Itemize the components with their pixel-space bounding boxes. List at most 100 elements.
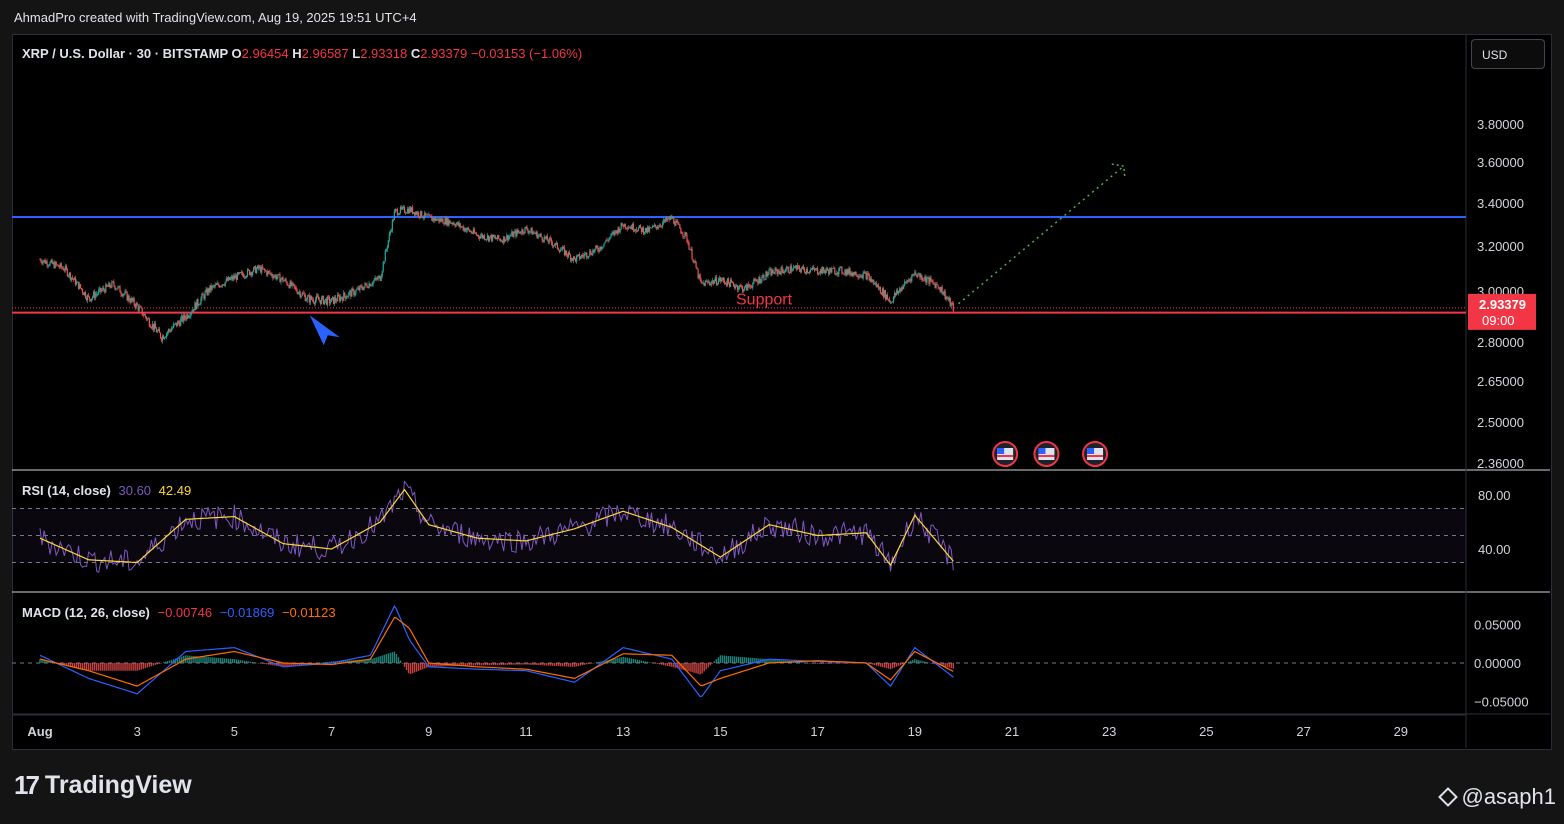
macd-histogram-bar bbox=[829, 663, 831, 664]
candle-body bbox=[679, 224, 681, 229]
chart-canvas[interactable]: Support 3.800003.600003.400003.200003.00… bbox=[12, 34, 1550, 748]
candle-body bbox=[698, 274, 700, 278]
macd-histogram-bar bbox=[936, 663, 938, 665]
candle-body bbox=[260, 266, 262, 273]
candle-body bbox=[561, 247, 564, 250]
candle-body bbox=[580, 257, 582, 259]
candle-body bbox=[221, 284, 223, 287]
candle-body bbox=[189, 316, 191, 318]
candle-body bbox=[219, 286, 221, 288]
macd-histogram-bar bbox=[748, 657, 750, 663]
candle-body bbox=[193, 309, 195, 311]
candle-body bbox=[731, 282, 734, 283]
symbol-label: XRP / U.S. Dollar · 30 · BITSTAMP bbox=[22, 46, 228, 61]
macd-histogram-bar bbox=[326, 661, 329, 663]
candle-body bbox=[934, 283, 936, 288]
macd-histogram-bar bbox=[264, 663, 266, 664]
macd-histogram-bar bbox=[573, 663, 576, 667]
candle-body bbox=[881, 288, 883, 295]
rsi-legend: RSI (14, close) 30.60 42.49 bbox=[22, 483, 191, 498]
tradingview-logo[interactable]: 17 TradingView bbox=[14, 770, 192, 801]
macd-histogram-bar bbox=[428, 663, 430, 667]
candle-body bbox=[363, 286, 365, 290]
candle-body bbox=[557, 248, 559, 251]
candle-body bbox=[182, 315, 184, 322]
candle-body bbox=[880, 292, 882, 295]
candle-body bbox=[943, 291, 945, 295]
macd-histogram-bar bbox=[567, 663, 570, 667]
macd-histogram-bar bbox=[280, 663, 282, 667]
macd-histogram-bar bbox=[430, 663, 432, 667]
macd-histogram-bar bbox=[126, 663, 128, 671]
candle-body bbox=[382, 262, 384, 272]
macd-histogram-bar bbox=[294, 663, 296, 666]
macd-histogram-bar bbox=[102, 663, 104, 671]
macd-histogram-bar bbox=[118, 663, 120, 671]
macd-histogram-bar bbox=[245, 661, 248, 663]
candle-body bbox=[399, 207, 402, 214]
candle-body bbox=[889, 301, 892, 303]
candle-body bbox=[869, 278, 871, 281]
macd-histogram-bar bbox=[229, 658, 232, 663]
candle-body bbox=[323, 300, 326, 305]
candle-body bbox=[647, 227, 650, 232]
candle-body bbox=[387, 240, 389, 248]
candle-body bbox=[96, 293, 98, 295]
candle-body bbox=[335, 297, 337, 301]
macd-histogram-bar bbox=[330, 661, 333, 663]
currency-button[interactable]: USD bbox=[1471, 39, 1545, 69]
candle-body bbox=[904, 281, 906, 286]
candle-body bbox=[761, 277, 763, 282]
macd-histogram-bar bbox=[136, 663, 138, 671]
candle-body bbox=[898, 290, 900, 294]
candle-body bbox=[110, 286, 112, 288]
candle-body bbox=[369, 283, 371, 287]
candle-body bbox=[234, 275, 237, 279]
candle-body bbox=[67, 275, 69, 277]
candle-body bbox=[756, 280, 758, 282]
macd-histogram-bar bbox=[871, 663, 873, 665]
candle-body bbox=[637, 227, 639, 232]
candle-body bbox=[452, 222, 454, 224]
candle-body bbox=[763, 275, 765, 280]
candle-body bbox=[538, 235, 540, 236]
macd-histogram-bar bbox=[183, 655, 185, 663]
candle-body bbox=[447, 218, 449, 226]
candle-body bbox=[119, 286, 121, 293]
macd-histogram-bar bbox=[413, 663, 416, 673]
candle-body bbox=[786, 266, 788, 269]
candle-body bbox=[477, 235, 480, 238]
candle-body bbox=[506, 235, 508, 240]
candle-body bbox=[531, 228, 533, 235]
macd-histogram-bar bbox=[75, 663, 78, 668]
candle-body bbox=[243, 276, 246, 278]
candle-body bbox=[857, 276, 859, 278]
candle-body bbox=[479, 236, 482, 239]
macd-histogram-bar bbox=[288, 663, 290, 667]
candle-body bbox=[149, 326, 151, 328]
candle-body bbox=[854, 271, 856, 275]
candle-body bbox=[237, 272, 240, 274]
macd-histogram-bar bbox=[470, 663, 473, 666]
macd-histogram-bar bbox=[709, 663, 711, 666]
candle-body bbox=[254, 266, 256, 268]
macd-histogram-bar bbox=[596, 662, 598, 663]
macd-histogram-bar bbox=[47, 661, 49, 663]
macd-histogram-bar bbox=[108, 663, 110, 671]
macd-histogram-bar bbox=[128, 663, 130, 671]
macd-histogram-bar bbox=[543, 663, 545, 666]
candle-body bbox=[809, 269, 812, 273]
macd-histogram-bar bbox=[253, 662, 256, 663]
candle-body bbox=[180, 318, 182, 326]
candle-body bbox=[570, 258, 573, 261]
candle-body bbox=[372, 281, 374, 285]
macd-histogram-bar bbox=[156, 663, 159, 665]
candle-body bbox=[56, 264, 58, 266]
candle-body bbox=[729, 279, 732, 287]
candle-body bbox=[755, 279, 757, 282]
macd-histogram-bar bbox=[164, 661, 167, 663]
candle-body bbox=[939, 287, 941, 292]
candles bbox=[39, 205, 954, 344]
candle-body bbox=[423, 217, 425, 219]
macd-histogram-bar bbox=[600, 661, 602, 663]
